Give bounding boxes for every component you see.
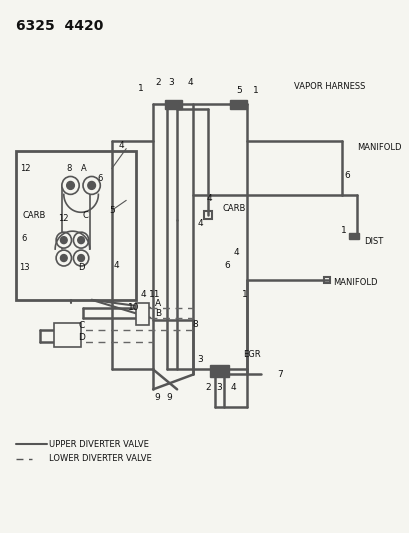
Text: EGR: EGR	[243, 350, 260, 359]
Circle shape	[62, 176, 79, 195]
Circle shape	[60, 255, 67, 262]
Circle shape	[73, 250, 89, 266]
Bar	[229, 100, 247, 109]
Text: D: D	[78, 263, 84, 272]
Text: 4: 4	[230, 383, 236, 392]
Text: 4: 4	[118, 141, 124, 150]
Text: MANIFOLD: MANIFOLD	[356, 143, 400, 152]
Text: 4: 4	[140, 290, 146, 300]
Text: 12: 12	[58, 214, 69, 223]
Text: MANIFOLD: MANIFOLD	[332, 278, 376, 287]
Text: 3: 3	[216, 383, 222, 392]
Bar	[135, 303, 149, 325]
Text: C: C	[78, 321, 84, 330]
Text: VAPOR HARNESS: VAPOR HARNESS	[294, 83, 365, 92]
Text: 4: 4	[233, 247, 239, 256]
Text: 2: 2	[155, 78, 160, 87]
Text: 2: 2	[204, 383, 210, 392]
Bar	[348, 233, 358, 239]
Text: CARB: CARB	[22, 211, 46, 220]
Text: 6: 6	[224, 261, 229, 270]
Text: 4: 4	[187, 78, 193, 87]
Text: C: C	[83, 211, 89, 220]
Text: 5: 5	[236, 86, 242, 95]
Text: 6325  4420: 6325 4420	[16, 19, 103, 33]
Circle shape	[88, 181, 95, 189]
Bar	[323, 277, 329, 283]
Circle shape	[56, 250, 71, 266]
Text: A: A	[155, 300, 161, 308]
Text: 1: 1	[137, 84, 143, 93]
Text: 4: 4	[114, 261, 119, 270]
Text: 4: 4	[197, 219, 202, 228]
Text: 9: 9	[154, 393, 160, 402]
Bar	[209, 366, 228, 377]
Text: 13: 13	[19, 263, 30, 272]
Text: 1: 1	[242, 290, 247, 300]
Text: 6: 6	[344, 171, 349, 180]
Text: UPPER DIVERTER VALVE: UPPER DIVERTER VALVE	[49, 440, 149, 449]
Circle shape	[78, 237, 84, 244]
Text: 11: 11	[149, 290, 160, 300]
Text: CARB: CARB	[222, 204, 245, 213]
Text: 6: 6	[22, 233, 27, 243]
Bar	[54, 322, 81, 346]
Text: 5: 5	[109, 206, 115, 215]
Text: 10: 10	[128, 303, 139, 312]
Text: B: B	[155, 309, 161, 318]
Circle shape	[73, 232, 89, 248]
Text: 1: 1	[252, 86, 258, 95]
Text: 3: 3	[197, 355, 202, 364]
Circle shape	[83, 176, 100, 195]
Bar	[204, 211, 211, 219]
Circle shape	[56, 232, 71, 248]
Text: 3: 3	[168, 78, 174, 87]
Text: 7: 7	[276, 370, 282, 379]
Text: 12: 12	[20, 164, 31, 173]
Bar	[164, 100, 182, 109]
Circle shape	[67, 181, 74, 189]
Text: 6: 6	[97, 174, 103, 183]
Text: D: D	[78, 333, 85, 342]
Text: 8: 8	[66, 164, 71, 173]
Text: 1: 1	[341, 225, 346, 235]
Circle shape	[60, 237, 67, 244]
Text: 4: 4	[207, 194, 212, 203]
Text: 9: 9	[166, 393, 172, 402]
Text: 8: 8	[192, 320, 198, 329]
Circle shape	[78, 255, 84, 262]
Text: DIST: DIST	[364, 237, 383, 246]
Bar	[16, 151, 135, 300]
Text: A: A	[81, 164, 87, 173]
Text: LOWER DIVERTER VALVE: LOWER DIVERTER VALVE	[49, 455, 152, 464]
